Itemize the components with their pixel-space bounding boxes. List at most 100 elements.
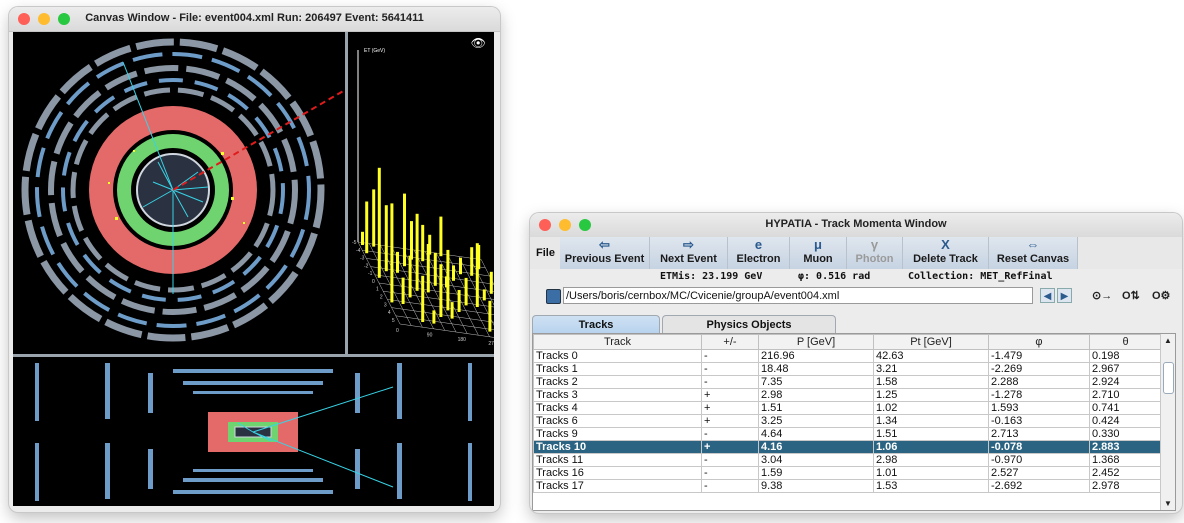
column-header[interactable]: Pt [GeV]: [873, 334, 989, 350]
table-row[interactable]: Tracks 11-3.04 2.98 -0.970 1.368: [533, 453, 1162, 467]
electron-icon: e: [754, 237, 763, 252]
table-row[interactable]: Tracks 16-1.59 1.01 2.527 2.452: [533, 466, 1162, 480]
scroll-up-icon[interactable]: ▲: [1164, 336, 1172, 345]
next-event-button[interactable]: ⇨ Next Event: [650, 237, 728, 269]
file-path-row: /Users/boris/cernbox/MC/Cvicenie/groupA/…: [530, 285, 1182, 309]
table-row[interactable]: Tracks 10 +4.16 1.06 -0.078 2.883: [533, 440, 1162, 454]
table-cell: 4.64: [758, 427, 874, 441]
table-cell: Tracks 10: [533, 440, 702, 454]
panel-divider-vertical[interactable]: [345, 32, 348, 354]
muon-spectrometer: [21, 38, 325, 342]
column-header[interactable]: +/-: [701, 334, 759, 350]
electron-button[interactable]: e Electron: [728, 237, 790, 269]
table-row[interactable]: Tracks 0-216.96 42.63 -1.479 0.198: [533, 349, 1162, 363]
zoom-button[interactable]: [579, 219, 591, 231]
minimize-button[interactable]: [559, 219, 571, 231]
lego-tower: [384, 205, 388, 272]
scroll-down-icon[interactable]: ▼: [1164, 499, 1172, 508]
table-cell: -1.479: [988, 349, 1090, 363]
tab-bar: Tracks Physics Objects: [530, 313, 1182, 333]
table-cell: 0.741: [1089, 401, 1162, 415]
table-cell: Tracks 2: [533, 375, 702, 389]
table-row[interactable]: Tracks 9-4.64 1.51 2.713 0.330: [533, 427, 1162, 441]
option-arrow-icon[interactable]: ⊙→: [1092, 290, 1113, 302]
vertical-scrollbar[interactable]: ▲ ▼: [1160, 334, 1175, 510]
table-cell: 1.593: [988, 401, 1090, 415]
option-settings-icon[interactable]: O⚙: [1152, 290, 1171, 302]
track-lines: [122, 61, 209, 294]
lego-tower: [415, 213, 419, 291]
etmis-value: ETMis: 23.199 GeV: [660, 271, 763, 282]
minimize-button[interactable]: [38, 13, 50, 25]
canvas-window-titlebar[interactable]: Canvas Window - File: event004.xml Run: …: [9, 7, 500, 32]
reset-canvas-button[interactable]: ⇔ Reset Canvas: [989, 237, 1078, 269]
table-row[interactable]: Tracks 2-7.35 1.58 2.288 2.924: [533, 375, 1162, 389]
reset-icon: ⇔: [1026, 237, 1040, 252]
file-menu[interactable]: File: [536, 247, 555, 259]
table-cell: 7.35: [758, 375, 874, 389]
table-cell: +: [701, 401, 759, 415]
file-path-field[interactable]: /Users/boris/cernbox/MC/Cvicenie/groupA/…: [563, 287, 1033, 304]
table-cell: 1.51: [758, 401, 874, 415]
xy-view-panel[interactable]: [13, 32, 346, 354]
column-header[interactable]: P [GeV]: [758, 334, 874, 350]
lego-tower: [396, 251, 399, 273]
eye-icon[interactable]: 👁: [470, 36, 486, 50]
table-cell: Tracks 1: [533, 362, 702, 376]
arrow-right-icon: ⇨: [683, 237, 694, 252]
track-window-titlebar[interactable]: HYPATIA - Track Momenta Window: [530, 213, 1182, 238]
table-cell: -: [701, 362, 759, 376]
muon-chambers-rz: [35, 363, 472, 501]
delete-icon: X: [941, 237, 950, 252]
table-cell: -2.692: [988, 479, 1090, 493]
table-cell: 2.527: [988, 466, 1090, 480]
table-row[interactable]: Tracks 6 +3.25 1.34 -0.163 0.424: [533, 414, 1162, 428]
column-header[interactable]: Track: [533, 334, 702, 350]
lego-eta-tick-label: 5: [392, 318, 395, 324]
tab-physics-objects[interactable]: Physics Objects: [662, 315, 836, 333]
table-row[interactable]: Tracks 3 +2.98 1.25 -1.278 2.710: [533, 388, 1162, 402]
table-row[interactable]: Tracks 1-18.48 3.21 -2.269 2.967: [533, 362, 1162, 376]
column-header[interactable]: θ: [1089, 334, 1162, 350]
zoom-button[interactable]: [58, 13, 70, 25]
table-header-row: Track +/- P [GeV] Pt [GeV] φ θ: [533, 334, 1162, 350]
column-header[interactable]: φ: [988, 334, 1090, 350]
table-row[interactable]: Tracks 4 +1.51 1.02 1.593 0.741: [533, 401, 1162, 415]
lego-tower: [488, 300, 492, 332]
table-cell: +: [701, 414, 759, 428]
muon-button[interactable]: μ Muon: [790, 237, 847, 269]
close-button[interactable]: [539, 219, 551, 231]
table-cell: -0.163: [988, 414, 1090, 428]
close-button[interactable]: [18, 13, 30, 25]
lego-phi-tick-label: 0: [396, 328, 399, 334]
table-cell: 2.713: [988, 427, 1090, 441]
table-cell: 18.48: [758, 362, 874, 376]
table-cell: -1.278: [988, 388, 1090, 402]
lego-tower: [410, 221, 413, 260]
previous-event-button[interactable]: ⇦ Previous Event: [560, 237, 650, 269]
table-cell: 2.883: [1089, 440, 1162, 454]
lego-grid-line: [368, 243, 412, 326]
photon-button[interactable]: γ Photon: [847, 237, 903, 269]
lego-grid-line: [413, 249, 457, 333]
delete-track-button[interactable]: X Delete Track: [903, 237, 989, 269]
lego-tower: [365, 201, 369, 254]
lego-grid-line: [370, 266, 494, 285]
lego-eta-tick-label: -4: [356, 248, 361, 254]
scrollbar-thumb[interactable]: [1163, 362, 1174, 394]
photon-icon: γ: [870, 237, 879, 252]
table-row[interactable]: Tracks 17-9.38 1.53 -2.692 2.978: [533, 479, 1162, 493]
lego-tower: [433, 252, 437, 286]
rz-view-panel[interactable]: [13, 357, 494, 506]
table-cell: -: [701, 479, 759, 493]
path-back-button[interactable]: ◀: [1040, 288, 1055, 303]
tab-tracks[interactable]: Tracks: [532, 315, 660, 333]
panel-divider-horizontal[interactable]: [13, 354, 494, 357]
lego-eta-tick-label: 3: [384, 302, 387, 308]
disk-icon[interactable]: [546, 289, 561, 304]
table-cell: 1.59: [758, 466, 874, 480]
option-swap-icon[interactable]: O⇅: [1122, 290, 1140, 302]
path-forward-button[interactable]: ▶: [1057, 288, 1072, 303]
